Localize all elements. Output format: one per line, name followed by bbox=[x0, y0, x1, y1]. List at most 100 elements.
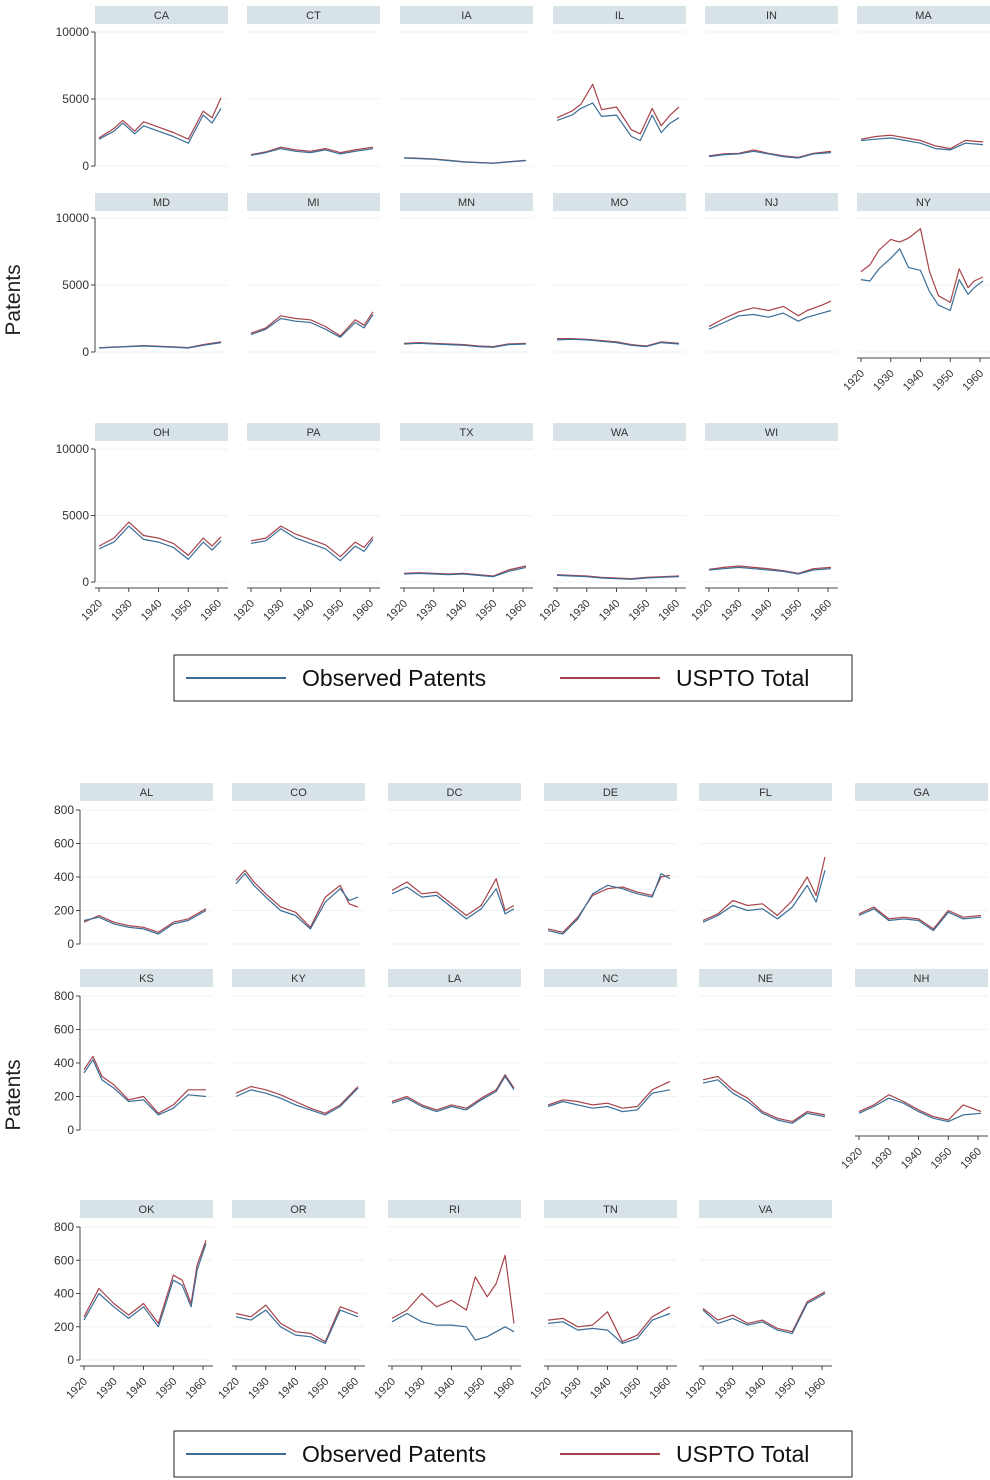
series-line-observed-patents bbox=[391, 1312, 515, 1341]
panel-title: KS bbox=[139, 973, 154, 985]
x-tick-label: 1930 bbox=[109, 598, 135, 624]
panel-title: KY bbox=[291, 973, 306, 985]
panel-title: TX bbox=[459, 427, 474, 439]
panel-ma: MA bbox=[857, 6, 990, 167]
panel-ok: OK 0 200 400 600 800 1920 1930 1940 1950 1960 bbox=[54, 1200, 213, 1401]
panel-nc: NC bbox=[544, 969, 677, 1131]
series-line-observed-patents bbox=[702, 1292, 826, 1335]
panel-title: CO bbox=[290, 787, 307, 799]
y-tick-label: 5000 bbox=[62, 278, 89, 292]
x-tick-label: 1960 bbox=[960, 368, 986, 394]
panel-strip bbox=[855, 969, 988, 987]
panel-ne: NE bbox=[699, 969, 832, 1131]
panel-strip bbox=[544, 969, 677, 987]
series-line-uspto-total bbox=[235, 1304, 359, 1343]
series-line-uspto-total bbox=[403, 342, 527, 348]
panel-ct: CT bbox=[247, 6, 380, 167]
x-tick-label: 1960 bbox=[491, 1376, 517, 1402]
panel-va: VA 1920 1930 1940 1950 1960 bbox=[683, 1200, 832, 1401]
x-tick-label: 1950 bbox=[169, 598, 195, 624]
panel-title: GA bbox=[914, 787, 931, 799]
x-tick-label: 1950 bbox=[929, 1146, 955, 1172]
x-tick-label: 1930 bbox=[871, 368, 897, 394]
panel-strip bbox=[95, 193, 228, 211]
panel-title: IN bbox=[766, 10, 777, 22]
x-tick-label: 1940 bbox=[749, 598, 775, 624]
panel-title: PA bbox=[307, 427, 322, 439]
panel-title: IA bbox=[461, 10, 472, 22]
x-tick-label: 1920 bbox=[231, 598, 257, 624]
panel-strip bbox=[388, 783, 521, 801]
panel-strip bbox=[544, 783, 677, 801]
series-line-uspto-total bbox=[547, 1306, 671, 1343]
panel-strip bbox=[247, 423, 380, 441]
x-tick-label: 1930 bbox=[713, 1376, 739, 1402]
series-line-observed-patents bbox=[858, 1097, 982, 1123]
panel-strip bbox=[553, 423, 686, 441]
series-line-observed-patents bbox=[235, 872, 359, 930]
series-line-uspto-total bbox=[708, 300, 832, 328]
panel-ky: KY bbox=[232, 969, 365, 1131]
series-line-observed-patents bbox=[702, 1079, 826, 1124]
legend-label: Observed Patents bbox=[302, 1441, 486, 1467]
series-line-uspto-total bbox=[391, 1074, 515, 1111]
series-line-observed-patents bbox=[403, 157, 527, 164]
panel-strip bbox=[247, 193, 380, 211]
panel-title: DC bbox=[447, 787, 463, 799]
panel-title: MO bbox=[611, 197, 629, 209]
panel-title: NY bbox=[916, 197, 932, 209]
x-tick-label: 1930 bbox=[719, 598, 745, 624]
panel-ia: IA bbox=[400, 6, 533, 167]
series-line-uspto-total bbox=[98, 521, 222, 557]
series-line-uspto-total bbox=[858, 906, 982, 930]
panel-title: OR bbox=[290, 1204, 307, 1216]
y-tick-label: 5000 bbox=[62, 92, 89, 106]
panel-title: OK bbox=[139, 1204, 156, 1216]
series-line-observed-patents bbox=[83, 1059, 207, 1116]
y-tick-label: 600 bbox=[54, 1253, 74, 1267]
series-line-uspto-total bbox=[235, 1085, 359, 1114]
x-tick-label: 1960 bbox=[503, 598, 529, 624]
y-tick-label: 0 bbox=[82, 345, 89, 359]
panel-title: NH bbox=[914, 973, 930, 985]
panel-strip bbox=[400, 193, 533, 211]
x-tick-label: 1920 bbox=[384, 598, 410, 624]
panel-nj: NJ bbox=[705, 193, 838, 353]
y-tick-label: 200 bbox=[54, 1320, 74, 1334]
panel-strip bbox=[699, 1200, 832, 1218]
panel-title: OH bbox=[153, 427, 170, 439]
series-line-observed-patents bbox=[250, 314, 374, 338]
x-tick-label: 1940 bbox=[901, 368, 927, 394]
x-tick-label: 1940 bbox=[291, 598, 317, 624]
x-tick-label: 1960 bbox=[958, 1146, 984, 1172]
panel-title: DE bbox=[603, 787, 618, 799]
x-tick-label: 1940 bbox=[899, 1146, 925, 1172]
series-line-uspto-total bbox=[556, 83, 680, 135]
panel-oh: OH 0 5000 10000 1920 1930 1940 1950 1960 bbox=[56, 423, 228, 623]
panel-in: IN bbox=[705, 6, 838, 167]
legend-box bbox=[173, 654, 853, 702]
y-tick-label: 600 bbox=[54, 837, 74, 851]
series-line-observed-patents bbox=[858, 908, 982, 932]
y-tick-label: 0 bbox=[67, 937, 74, 951]
series-line-observed-patents bbox=[860, 137, 984, 151]
panel-strip bbox=[388, 1200, 521, 1218]
chart-block-1: Patents CA 0 5000 10000 CT IA IL IN MA MD 0 5000 1000… bbox=[2, 6, 990, 702]
panel-mo: MO bbox=[553, 193, 686, 353]
series-line-uspto-total bbox=[860, 228, 984, 303]
y-tick-label: 400 bbox=[54, 870, 74, 884]
x-tick-label: 1950 bbox=[931, 368, 957, 394]
series-line-uspto-total bbox=[702, 1075, 826, 1123]
y-tick-label: 200 bbox=[54, 1090, 74, 1104]
panel-title: MI bbox=[307, 197, 319, 209]
series-line-observed-patents bbox=[235, 1087, 359, 1116]
series-line-observed-patents bbox=[708, 566, 832, 575]
y-axis-label: Patents bbox=[2, 264, 25, 335]
panel-ks: KS 0 200 400 600 800 bbox=[54, 969, 213, 1137]
panel-fl: FL bbox=[699, 783, 832, 945]
panel-strip bbox=[699, 969, 832, 987]
series-line-observed-patents bbox=[403, 342, 527, 348]
panel-strip bbox=[699, 783, 832, 801]
y-tick-label: 0 bbox=[82, 575, 89, 589]
series-line-uspto-total bbox=[547, 1080, 671, 1109]
